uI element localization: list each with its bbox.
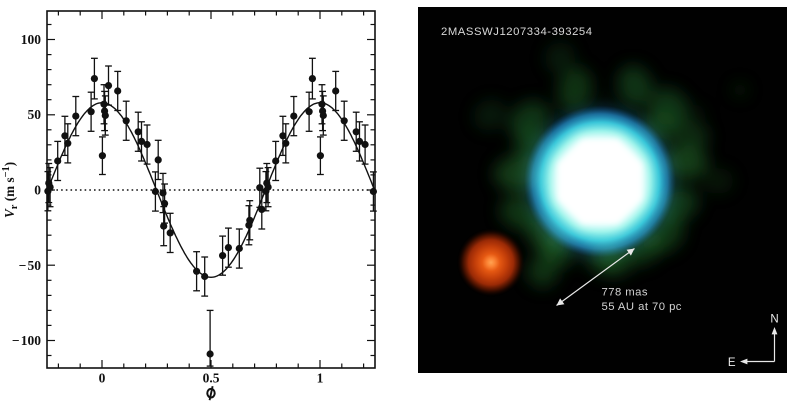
svg-text:2MASSWJ1207334-393254: 2MASSWJ1207334-393254 [441,26,593,38]
svg-text:0: 0 [99,371,106,386]
svg-text:778 mas: 778 mas [602,287,648,299]
svg-text:100: 100 [21,32,42,47]
svg-text:− 50: − 50 [19,258,42,273]
svg-text:50: 50 [28,107,42,122]
svg-text:0: 0 [34,183,41,198]
svg-text:E: E [728,357,736,369]
svg-text:Vr (m s−1): Vr (m s−1) [1,162,20,218]
svg-text:55 AU at 70 pc: 55 AU at 70 pc [602,301,682,313]
svg-text:0.5: 0.5 [203,371,220,386]
svg-text:1: 1 [317,371,324,386]
svg-text:− 100: − 100 [12,333,41,348]
svg-text:N: N [770,314,778,326]
